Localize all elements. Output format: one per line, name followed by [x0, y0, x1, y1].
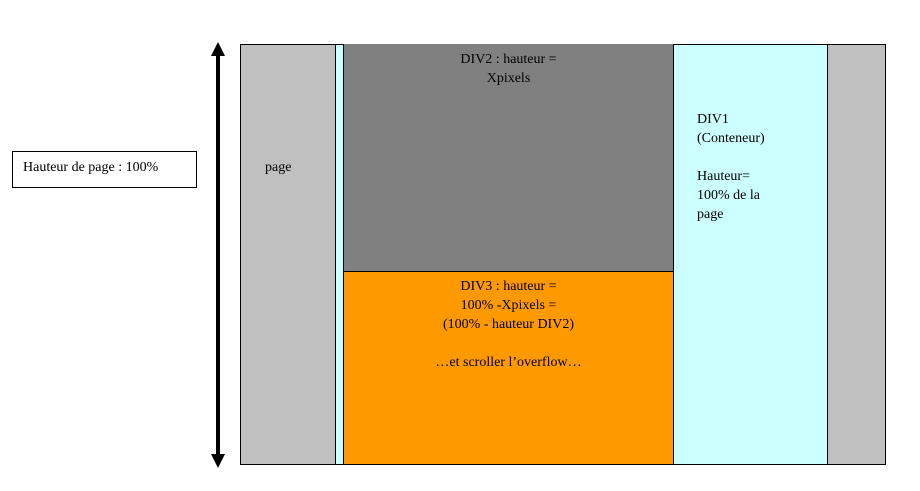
- div2-text: DIV2 : hauteur = Xpixels: [343, 50, 674, 88]
- div3-line: …et scroller l’overflow…: [435, 355, 582, 370]
- div1-line: (Conteneur): [697, 131, 765, 146]
- div3-block: [343, 271, 674, 465]
- height-double-arrow-icon: [211, 42, 225, 468]
- div2-line: Xpixels: [486, 71, 531, 86]
- div3-line: DIV3 : hauteur =: [460, 279, 557, 294]
- page-height-label-box: Hauteur de page : 100%: [12, 151, 197, 188]
- page-height-label: Hauteur de page : 100%: [23, 160, 159, 175]
- div1-line: DIV1: [697, 112, 729, 127]
- div1-line: 100% de la: [697, 188, 760, 203]
- page-label: page: [265, 160, 292, 175]
- div1-blank-line: [697, 148, 817, 167]
- div3-line: 100% -Xpixels =: [460, 298, 557, 313]
- div1-line: Hauteur=: [697, 169, 750, 184]
- div1-line: page: [697, 207, 724, 222]
- div3-blank-line: [343, 334, 674, 353]
- div3-line: (100% - hauteur DIV2): [442, 317, 574, 332]
- div1-text: DIV1 (Conteneur) Hauteur= 100% de la pag…: [697, 110, 817, 224]
- div3-text: DIV3 : hauteur = 100% -Xpixels = (100% -…: [343, 277, 674, 372]
- div2-block: [343, 44, 674, 272]
- div2-line: DIV2 : hauteur =: [460, 52, 557, 67]
